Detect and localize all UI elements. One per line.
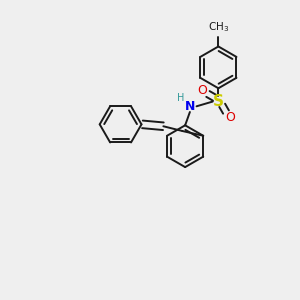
Text: O: O <box>225 111 235 124</box>
Text: H: H <box>177 93 184 103</box>
Text: S: S <box>213 94 224 109</box>
Text: CH$_3$: CH$_3$ <box>208 20 229 34</box>
Text: O: O <box>197 84 207 97</box>
Text: N: N <box>185 100 195 113</box>
